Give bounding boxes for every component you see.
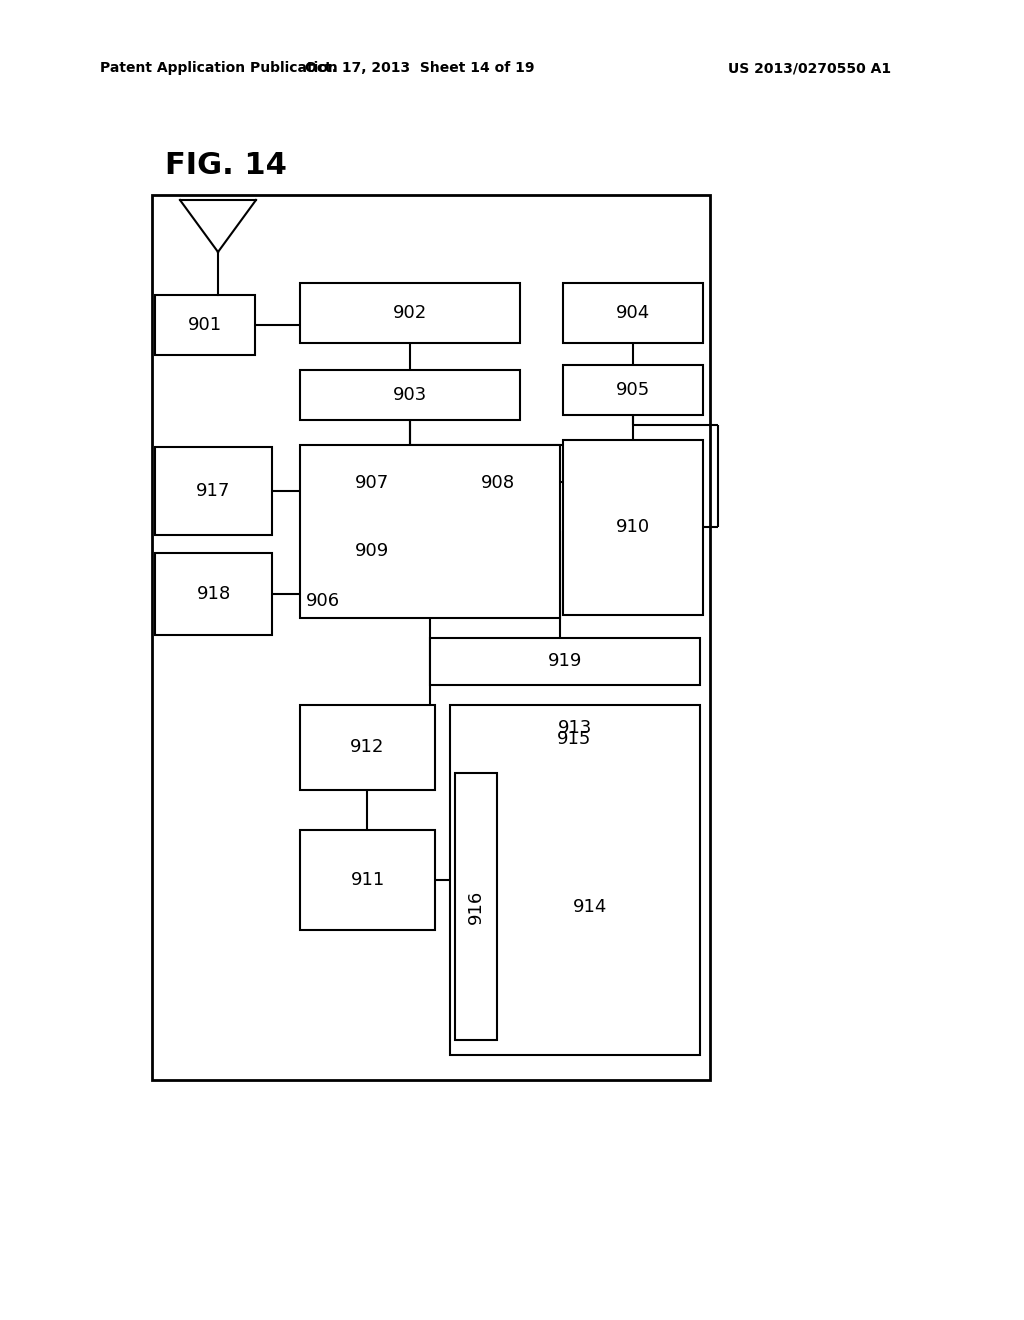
- Bar: [300, 830, 435, 931]
- Text: 913: 913: [558, 719, 592, 737]
- Bar: [155, 294, 255, 355]
- Bar: [300, 370, 520, 420]
- Bar: [500, 774, 680, 1040]
- Text: 919: 919: [548, 652, 583, 671]
- Bar: [563, 440, 703, 615]
- Bar: [300, 282, 520, 343]
- Bar: [450, 455, 545, 510]
- Text: US 2013/0270550 A1: US 2013/0270550 A1: [728, 61, 892, 75]
- Bar: [315, 527, 430, 576]
- Text: 911: 911: [350, 871, 385, 888]
- Text: 906: 906: [306, 591, 340, 610]
- Bar: [563, 282, 703, 343]
- Text: 903: 903: [393, 385, 427, 404]
- Bar: [300, 705, 435, 789]
- Text: 909: 909: [355, 543, 389, 560]
- Text: 915: 915: [557, 730, 591, 748]
- Text: 917: 917: [197, 482, 230, 500]
- Bar: [155, 447, 272, 535]
- Text: 907: 907: [355, 474, 389, 491]
- Text: FIG. 14: FIG. 14: [165, 150, 287, 180]
- Bar: [300, 445, 560, 618]
- Text: 905: 905: [615, 381, 650, 399]
- Text: 918: 918: [197, 585, 230, 603]
- Text: Patent Application Publication: Patent Application Publication: [100, 61, 338, 75]
- Text: 904: 904: [615, 304, 650, 322]
- Text: 914: 914: [572, 898, 607, 916]
- Bar: [455, 774, 497, 1040]
- Text: 902: 902: [393, 304, 427, 322]
- Bar: [563, 366, 703, 414]
- Bar: [430, 638, 700, 685]
- Bar: [468, 718, 680, 760]
- Text: 910: 910: [616, 519, 650, 536]
- Bar: [450, 705, 700, 1055]
- Text: Oct. 17, 2013  Sheet 14 of 19: Oct. 17, 2013 Sheet 14 of 19: [305, 61, 535, 75]
- Bar: [155, 553, 272, 635]
- Bar: [152, 195, 710, 1080]
- Text: 901: 901: [188, 315, 222, 334]
- Text: 908: 908: [480, 474, 515, 491]
- Text: 912: 912: [350, 738, 385, 756]
- Bar: [315, 455, 430, 510]
- Text: 916: 916: [467, 890, 485, 924]
